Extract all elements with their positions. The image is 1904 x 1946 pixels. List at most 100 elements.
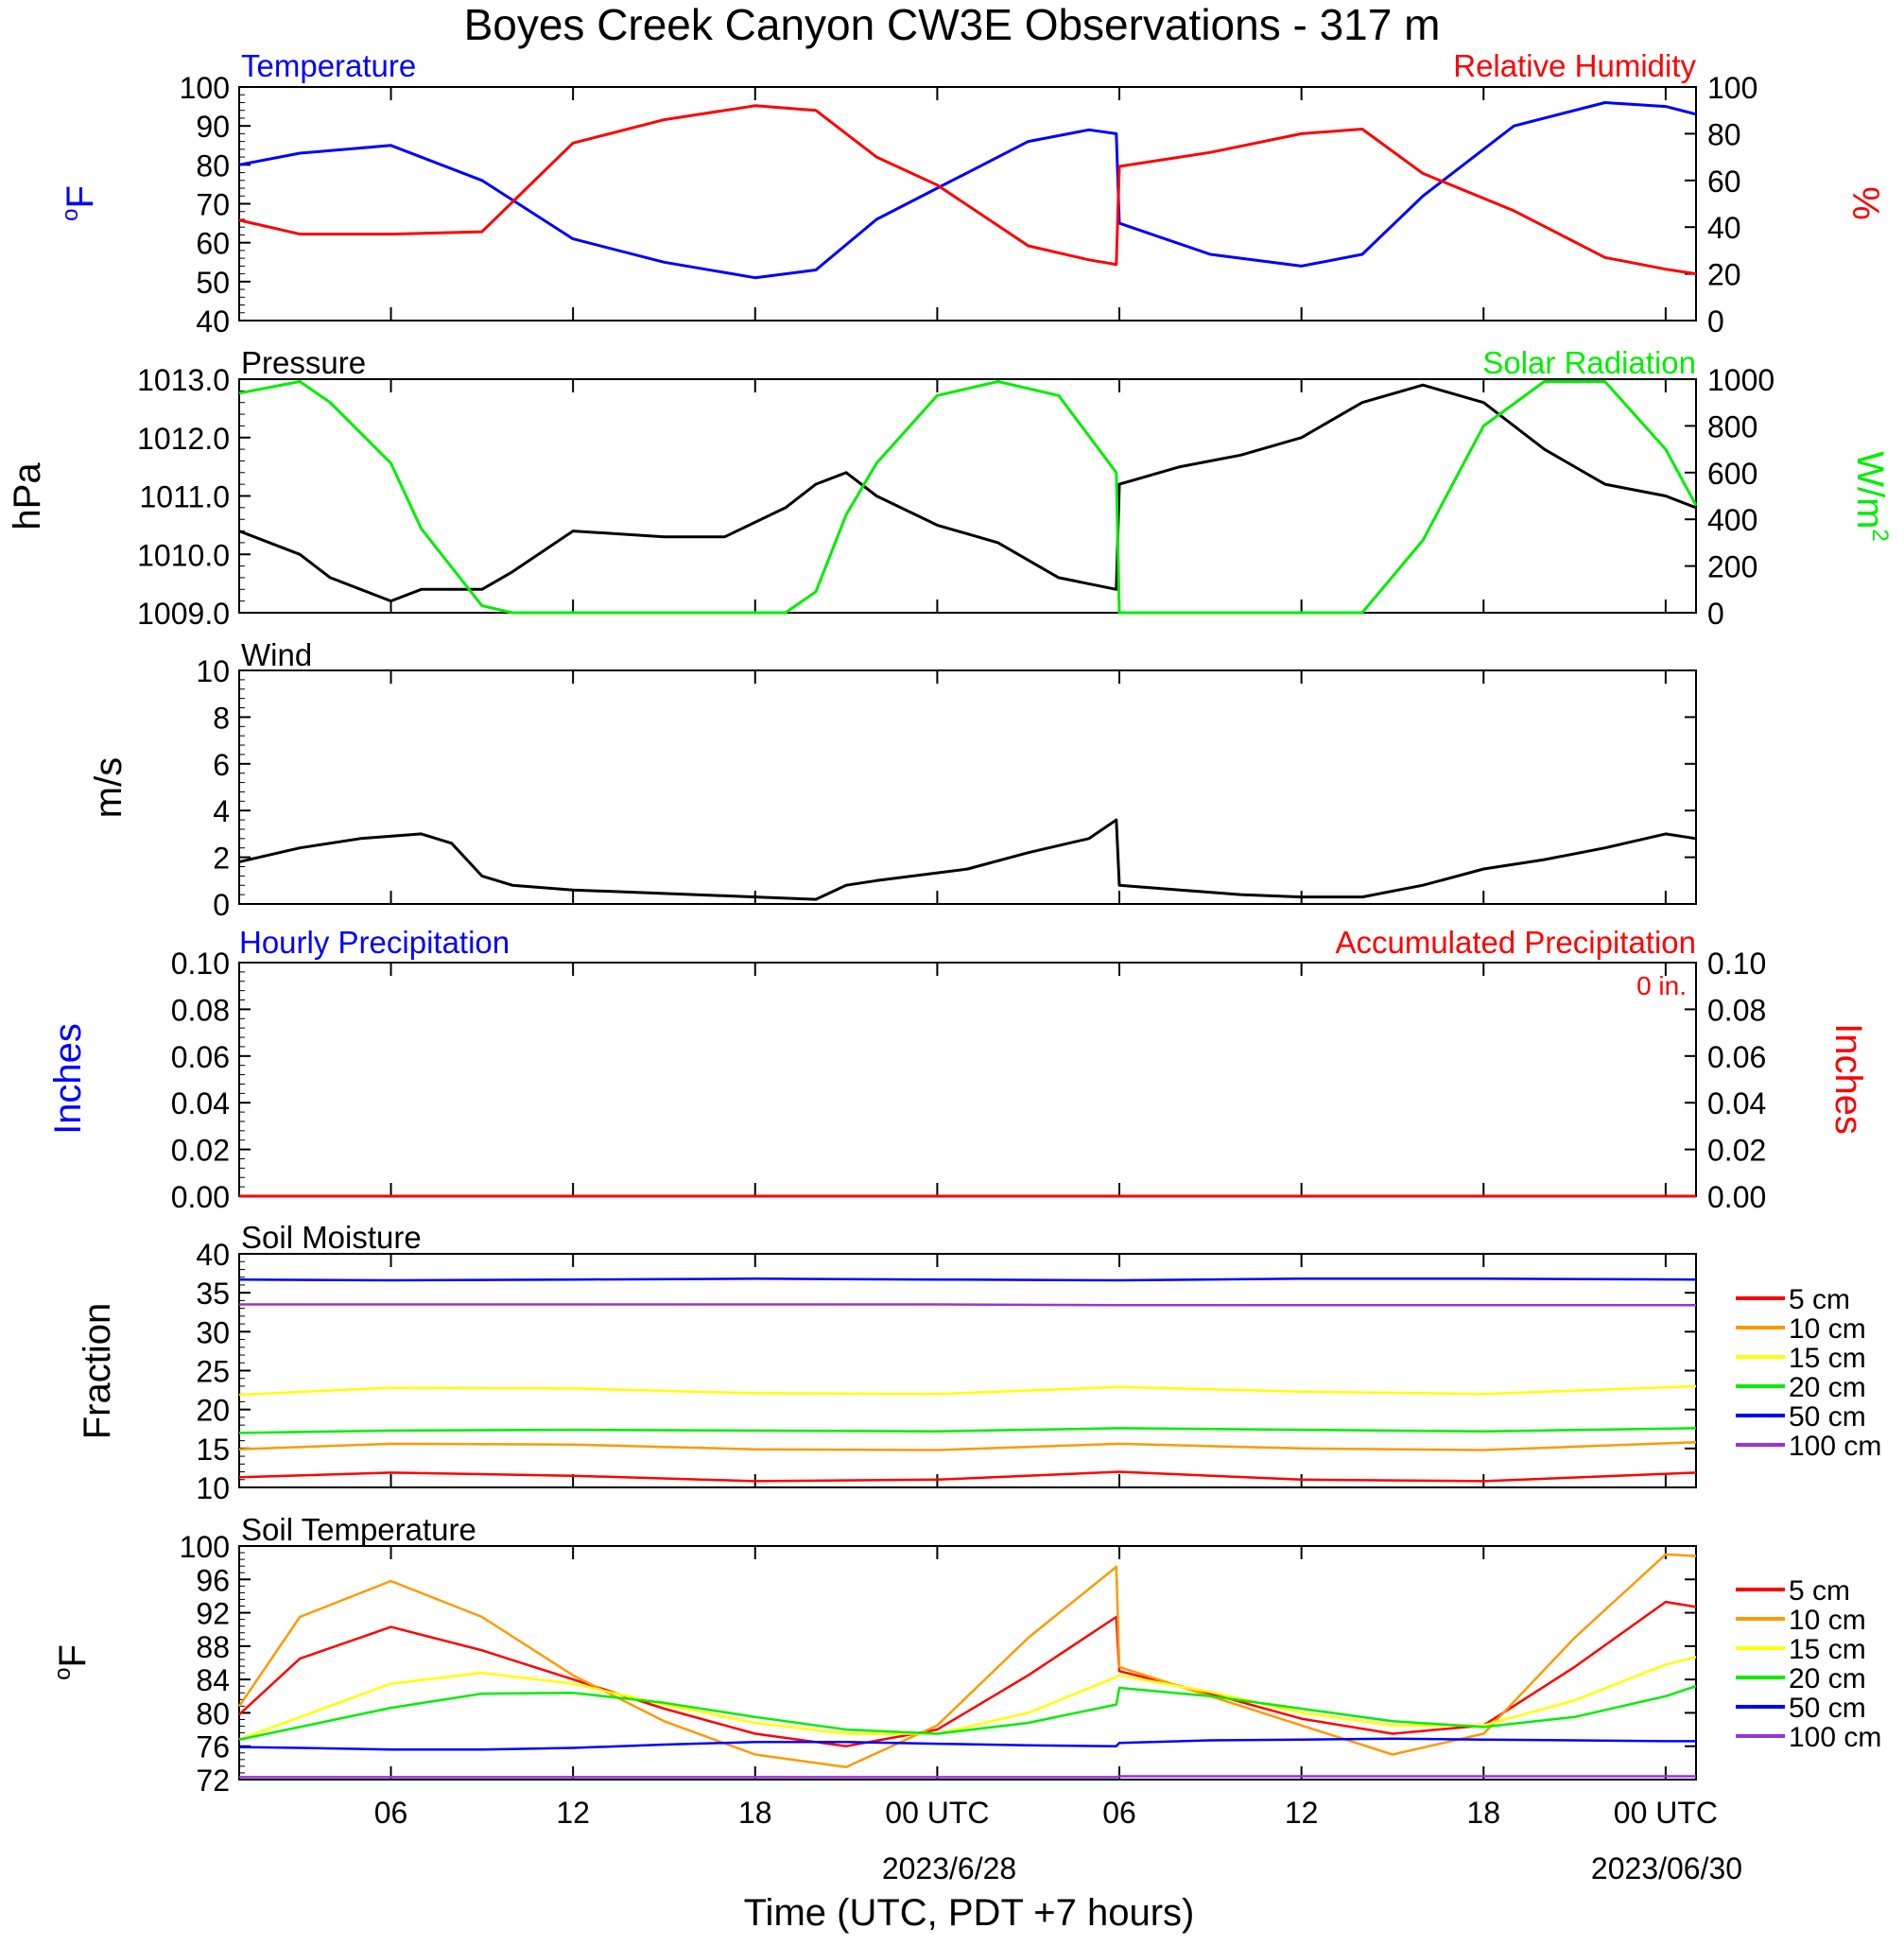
series-layer [237,101,1698,1779]
precip-left-tick-label: 0.04 [171,1086,230,1121]
precip-left-tick-label: 0.06 [171,1040,230,1074]
solar-title: Solar Radiation [1482,345,1696,380]
soilm-left-tick-label: 10 [196,1471,230,1505]
wind-title: Wind [241,637,312,672]
legend-label: 50 cm [1789,1693,1866,1724]
x-tick-label: 00 UTC [885,1796,989,1830]
hourly-precip-title: Hourly Precipitation [239,925,510,960]
series-line-20-cm [238,1685,1697,1741]
series-line-relative-humidity [238,104,1697,276]
series-line-wind-speed [238,818,1697,901]
rh-title: Relative Humidity [1453,48,1696,83]
temp-right-tick-label: 100 [1707,71,1757,105]
pres-left-tick-label: 1009.0 [137,597,230,631]
x-date-2: 2023/06/30 [1591,1851,1742,1885]
temp-right-tick-label: 80 [1707,117,1741,151]
wind-left-tick-label: 6 [213,748,230,782]
x-tick-label: 12 [1285,1796,1319,1830]
series-line-15-cm [238,1656,1697,1741]
temp-right-tick-label: 0 [1707,304,1724,339]
soilt-left-tick-label: 88 [196,1630,230,1664]
legend-label: 5 cm [1789,1575,1850,1607]
legend-label: 5 cm [1789,1284,1850,1315]
soilt-left-tick-label: 92 [196,1597,230,1631]
legend-label: 15 cm [1789,1343,1866,1374]
temp-left-tick-label: 40 [196,304,230,339]
soilt-left-tick-label: 100 [180,1530,230,1564]
pres-right-tick-label: 200 [1707,550,1757,584]
temp-degree-mark: o [58,209,83,221]
precip-right-tick-label: 0.06 [1707,1040,1766,1074]
accum-precip-title: Accumulated Precipitation [1335,925,1696,960]
soil-moisture-unit: Fraction [77,1303,118,1440]
legend-label: 15 cm [1789,1634,1866,1665]
rh-right-unit: % [1844,186,1886,220]
precip-right-tick-label: 0.02 [1707,1134,1766,1168]
series-line-50-cm [238,1737,1696,1751]
soilt-left-tick-label: 84 [196,1663,230,1697]
series-line-100-cm [239,1775,1696,1779]
series-line-100-cm [239,1303,1696,1307]
x-tick-label: 18 [1466,1796,1500,1830]
precip-left-unit: Inches [47,1023,89,1135]
precip-left-tick-label: 0.10 [171,947,230,981]
soilt-left-tick-label: 72 [196,1764,230,1798]
legend-label: 20 cm [1789,1663,1866,1694]
soilm-left-tick-label: 25 [196,1355,230,1389]
wind-left-tick-label: 8 [213,701,230,735]
soil-temp-unit-letter: F [52,1644,94,1667]
soilm-left-tick-label: 30 [196,1315,230,1349]
x-tick-label: 00 UTC [1614,1796,1718,1830]
pres-right-tick-label: 1000 [1707,363,1774,397]
x-tick-label: 06 [1102,1796,1136,1830]
precip-right-tick-label: 0.04 [1707,1086,1766,1121]
soilm-left-tick-label: 15 [196,1433,230,1467]
series-line-20-cm [238,1427,1697,1434]
accum-precip-annotation: 0 in. [1636,971,1687,1000]
pressure-title: Pressure [241,345,366,380]
series-line-10-cm [237,1553,1697,1769]
wind-panel-frame [238,669,1697,905]
temp-left-tick-label: 50 [196,266,230,300]
pres-left-tick-label: 1011.0 [140,480,231,514]
x-date-1: 2023/6/28 [882,1851,1016,1885]
pres-right-tick-label: 600 [1707,457,1757,491]
wind-unit: m/s [88,757,130,818]
temp-left-tick-label: 80 [196,148,230,182]
wind-left-tick-label: 10 [196,654,230,688]
x-tick-label: 18 [738,1796,772,1830]
legend-label: 50 cm [1789,1401,1866,1433]
series-line-solar-radiation [238,380,1698,615]
pres-left-tick-label: 1012.0 [137,422,230,456]
temp-title: Temperature [241,48,416,83]
series-line-10-cm [238,1440,1697,1451]
soil-temp-title: Soil Temperature [241,1512,476,1547]
precip-right-tick-label: 0.10 [1707,947,1766,981]
soilm-left-tick-label: 40 [196,1238,230,1272]
solar-unit-sup: 2 [1867,529,1893,541]
wind-left-tick-label: 0 [213,888,230,922]
soilm-left-tick-label: 35 [196,1277,230,1311]
temp-unit-letter: F [60,185,101,208]
soil-temp-panel-frame [238,1545,1697,1781]
series-line-5-cm [238,1470,1697,1483]
temp-right-tick-label: 40 [1707,211,1741,245]
pressure-panel-frame [238,378,1697,614]
precip-right-unit: Inches [1827,1023,1869,1135]
temp-right-tick-label: 60 [1707,165,1741,199]
precip-left-tick-label: 0.02 [171,1134,230,1168]
soil-moisture-panel-frame [238,1253,1697,1488]
legend-label: 10 cm [1789,1605,1866,1636]
soilt-left-tick-label: 96 [196,1563,230,1597]
soilm-left-tick-label: 20 [196,1394,230,1428]
x-tick-label: 12 [556,1796,590,1830]
temp-left-tick-label: 70 [196,188,230,222]
pres-right-tick-label: 0 [1707,597,1724,631]
precip-left-tick-label: 0.08 [171,993,230,1027]
soil-temp-unit: oF [50,1644,94,1680]
legend-label: 100 cm [1789,1722,1881,1753]
x-axis-label: Time (UTC, PDT +7 hours) [744,1892,1195,1934]
pres-left-tick-label: 1013.0 [137,363,230,397]
